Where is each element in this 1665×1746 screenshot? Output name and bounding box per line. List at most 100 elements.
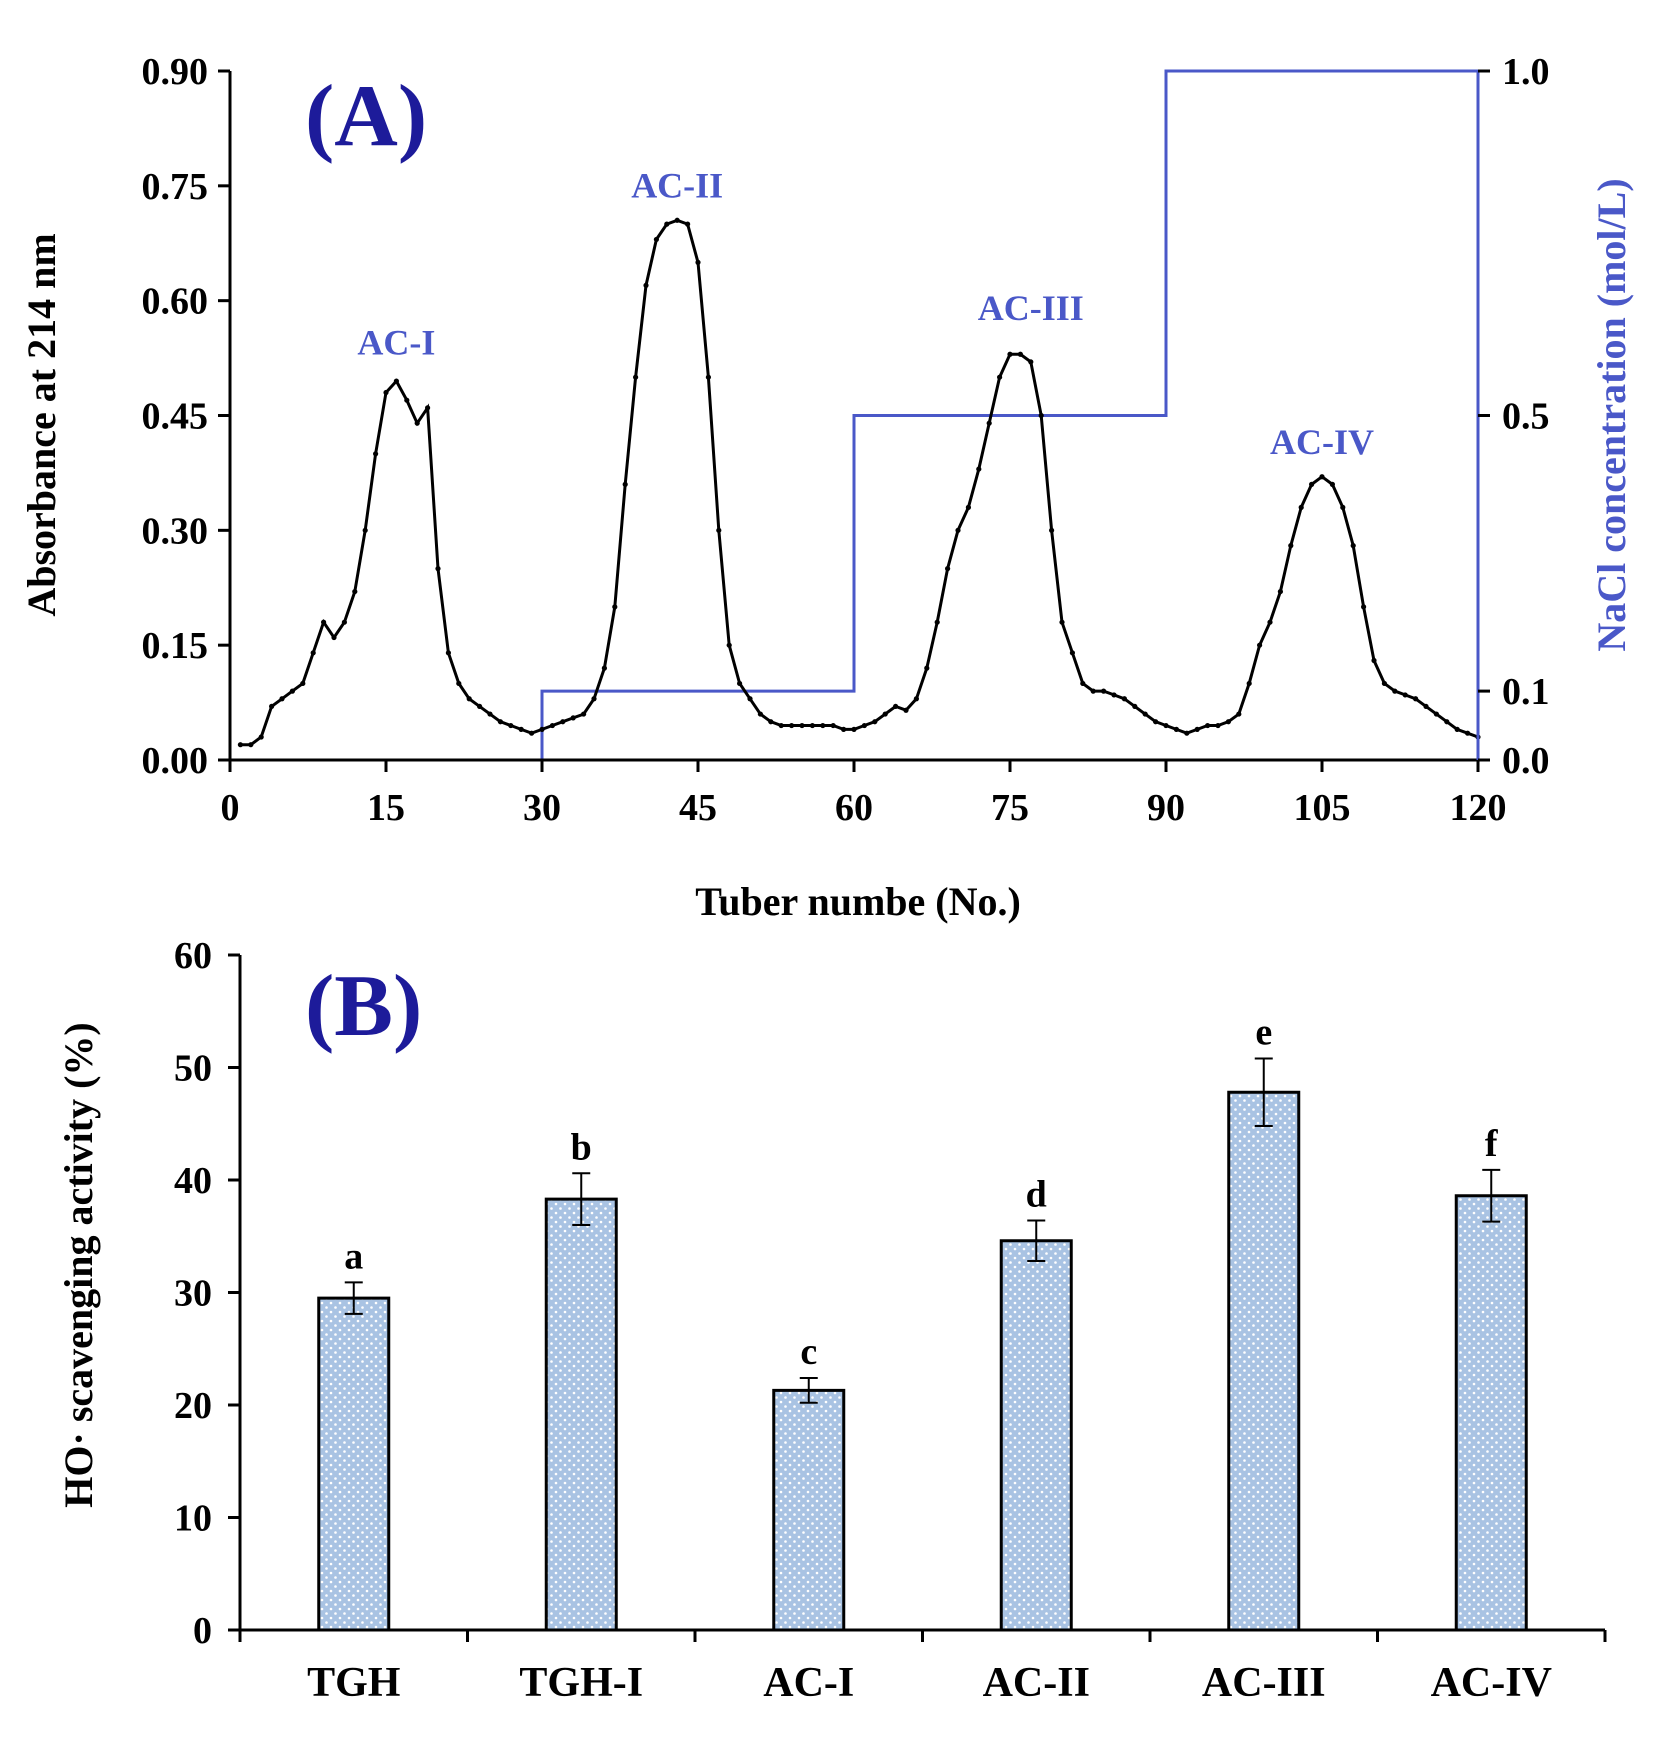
data-point [1257,642,1263,648]
data-point [445,650,451,656]
data-point [1298,504,1304,510]
b-y-ticks: 0 10 20 30 40 50 60 [174,935,240,1652]
b-y-tick-label: 60 [174,935,212,977]
data-point [560,719,566,725]
data-point [581,711,587,717]
y-tick-label: 0.15 [142,625,209,667]
data-point [1101,688,1107,694]
data-point [726,642,732,648]
right-y-ticks: 0.0 0.1 0.5 1.0 [1478,51,1550,782]
data-point [352,588,358,595]
peak-label: AC-I [357,322,435,362]
data-point [1059,619,1065,625]
data-point [924,665,930,671]
data-point [1402,692,1408,698]
significance-letter: d [1026,1174,1047,1216]
data-point [1392,688,1398,694]
data-point [1007,351,1013,357]
data-point [1267,619,1273,625]
data-point [1371,657,1377,664]
data-point [477,703,483,710]
data-point [1454,726,1460,732]
data-point [1433,711,1439,717]
data-point [882,711,888,717]
data-point [1465,730,1471,736]
y-tick-label: 0.60 [142,281,209,323]
x-tick-label: 90 [1147,787,1185,829]
data-point [1153,719,1159,725]
data-point [518,726,524,732]
data-point [913,696,920,702]
b-y-tick-label: 0 [193,1610,212,1652]
data-point [466,696,472,702]
category-label: TGH-I [519,1660,643,1706]
data-point [497,719,503,725]
significance-letters: a b c d e f [344,1012,1499,1374]
data-point [1132,703,1138,710]
data-point [269,703,275,710]
x-tick-label: 75 [991,787,1029,829]
data-point [1028,359,1034,365]
significance-letter: a [344,1235,363,1277]
x-ticks: 0 15 30 45 60 75 90 105 120 [221,760,1507,829]
category-label: AC-IV [1431,1660,1552,1706]
b-y-tick-label: 40 [174,1160,212,1202]
data-point [1319,474,1325,480]
y-tick-label: 0.90 [142,51,209,93]
data-point [549,722,556,729]
x-tick-label: 30 [523,787,561,829]
data-point [1163,722,1169,729]
data-point [872,719,878,725]
data-point [757,711,764,717]
b-category-ticks: TGH TGH-I AC-I AC-II AC-III AC-IV [238,1630,1607,1706]
data-point [986,420,992,426]
data-point [1069,650,1075,656]
significance-letter: c [800,1331,817,1373]
absorbance-curve [240,218,1479,747]
b-y-tick-label: 10 [174,1498,212,1540]
category-label: TGH [307,1660,400,1706]
data-point [435,566,441,572]
panel-label-a: (A) [305,68,427,165]
data-point [539,726,545,732]
data-point [529,730,535,736]
peak-label: AC-II [631,165,723,205]
data-point [1049,527,1055,533]
panel-label-b: (B) [305,958,422,1055]
y-tick-label: 0.00 [142,740,209,782]
data-point [705,374,712,380]
data-point [612,604,618,610]
data-point [622,481,628,487]
data-point [945,566,951,572]
data-point [1173,726,1179,732]
data-point [487,711,493,717]
b-y-tick-label: 50 [174,1048,212,1090]
right-y-axis-title: NaCl concentration (mol/L) [1589,178,1634,651]
bars [317,1090,1528,1632]
right-y-tick-label: 1.0 [1502,51,1550,93]
left-y-axis-title: Absorbance at 214 nm [19,233,64,616]
right-y-tick-label: 0.0 [1502,740,1550,782]
data-point [456,680,462,687]
bar [772,1388,846,1632]
data-point [570,715,576,721]
right-y-tick-label: 0.1 [1502,671,1550,713]
absorbance-points [237,217,1481,748]
data-point [903,707,909,713]
peak-label: AC-IV [1270,422,1374,462]
data-point [1340,504,1346,510]
data-point [1194,726,1200,732]
data-point [1225,719,1231,725]
data-point [851,726,857,732]
data-point [591,696,597,702]
data-point [414,420,420,426]
data-point [893,703,899,710]
data-point [425,405,431,411]
data-point [789,722,795,729]
panel-b: a b c d e f 0 10 20 30 40 50 60 TGH TGH-I AC-I AC-II AC… [56,935,1607,1706]
data-point [1215,722,1221,729]
data-point [1038,412,1044,419]
data-point [289,688,295,694]
